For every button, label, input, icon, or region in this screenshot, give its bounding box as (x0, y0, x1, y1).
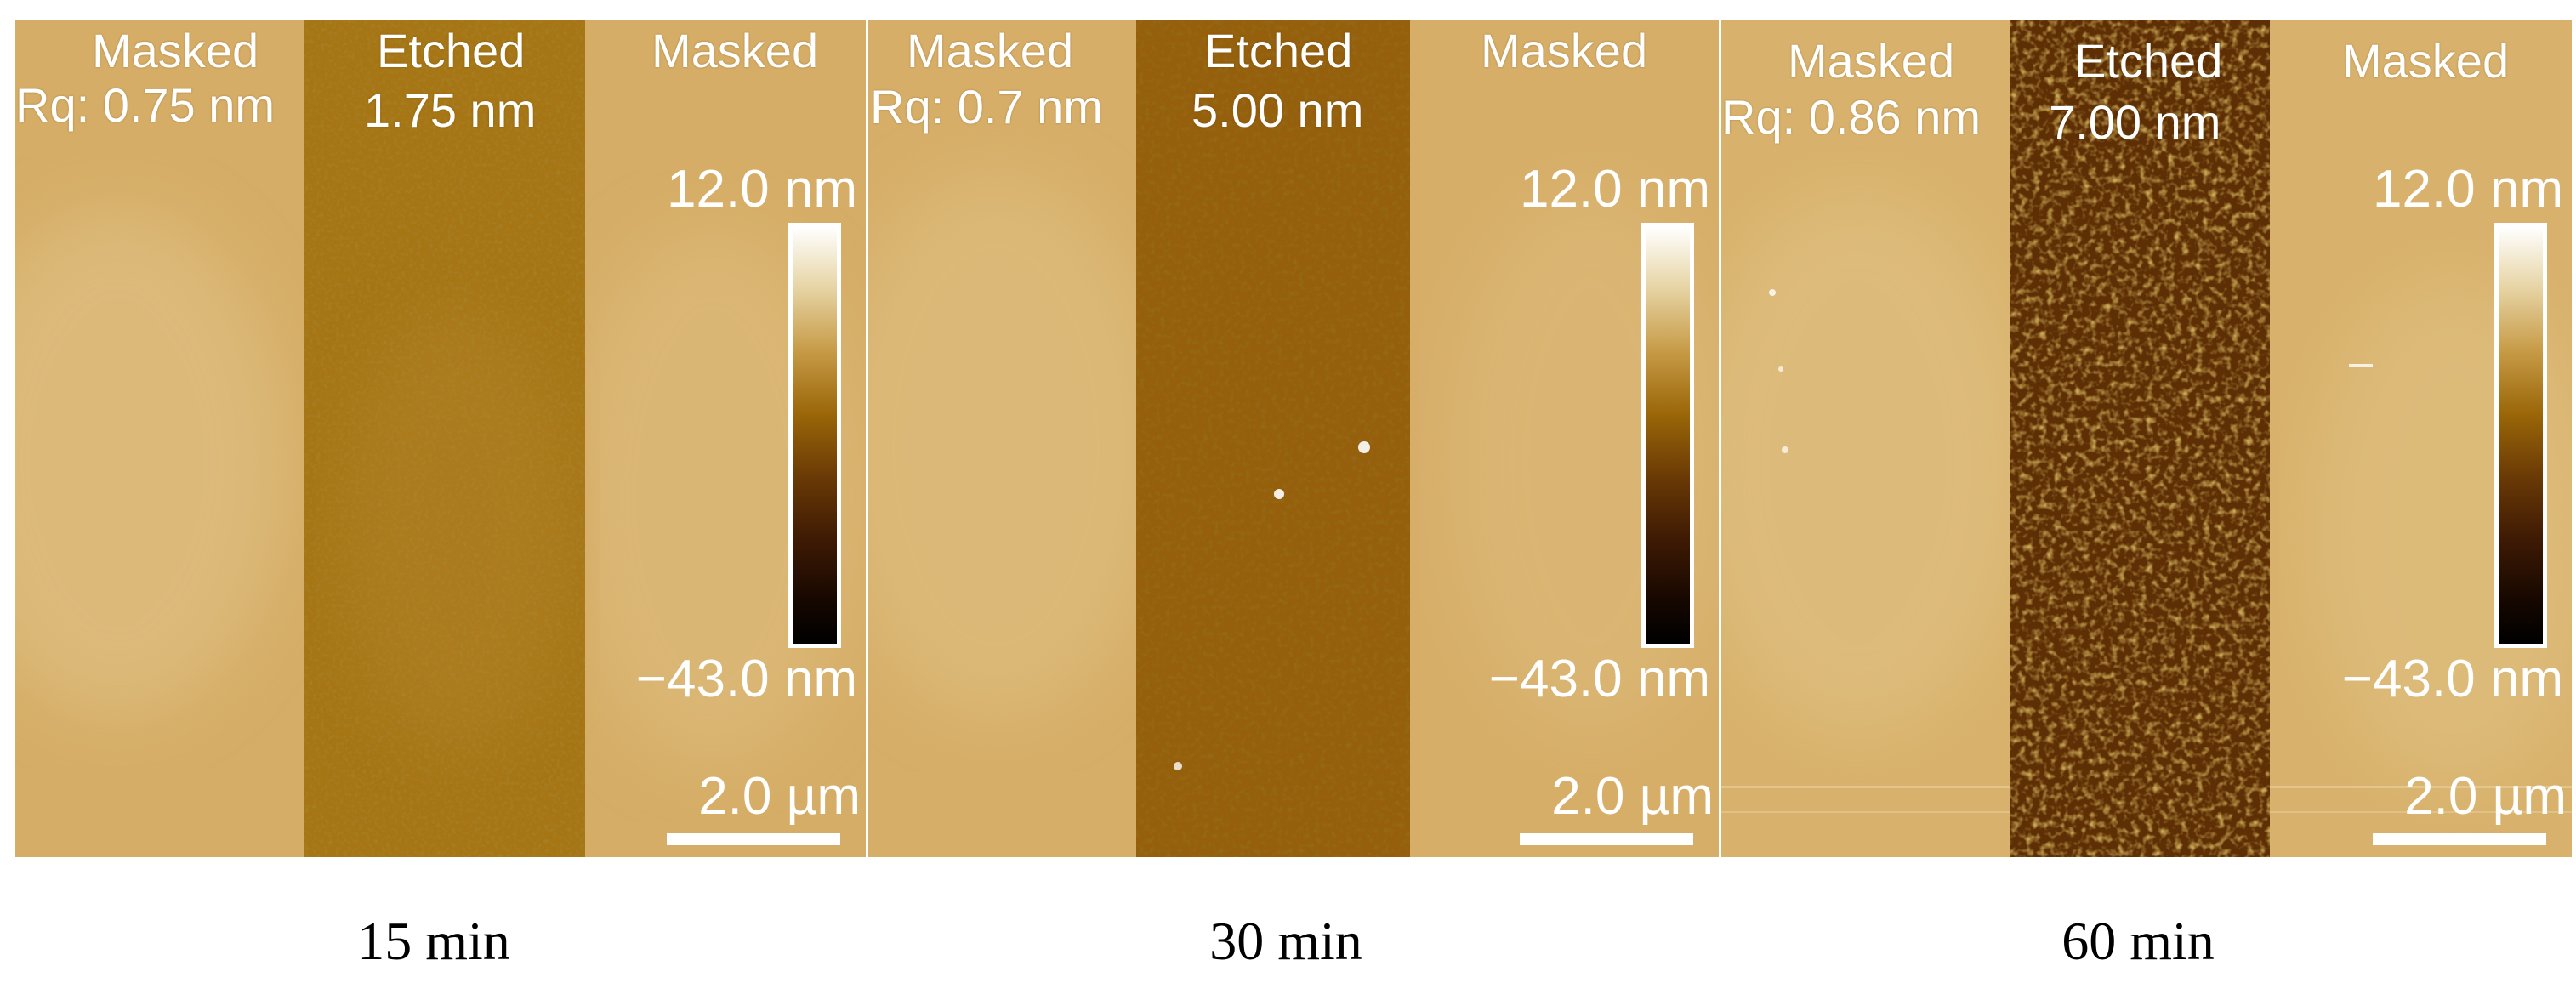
afm-panel-60min: Masked Rq: 0.86 nm Etched 7.00 nm Masked… (1721, 20, 2572, 857)
colorbar-min-label: −43.0 nm (2341, 650, 2563, 708)
region-label-etched: Etched (377, 24, 526, 77)
region-label-masked-right: Masked (1481, 24, 1648, 77)
region-label-etched: Etched (1204, 24, 1353, 77)
region-label-masked-left: Masked (907, 24, 1074, 77)
caption-30min: 30 min (1209, 911, 1362, 971)
scalebar (2373, 833, 2546, 845)
afm-panel-15min: Masked Rq: 0.75 nm Etched 1.75 nm Masked… (15, 20, 866, 857)
colorbar (788, 223, 841, 648)
colorbar-max-label: 12.0 nm (2372, 160, 2563, 219)
scalebar (1520, 833, 1693, 845)
region-label-masked-left: Masked (92, 24, 259, 77)
scalebar-label: 2.0 µm (1551, 767, 1714, 826)
afm-panel-30min: Masked Rq: 0.7 nm Etched 5.00 nm Masked … (868, 20, 1719, 857)
etch-depth-value: 7.00 nm (2049, 95, 2221, 149)
colorbar (1641, 223, 1694, 648)
colorbar-min-label: −43.0 nm (1488, 650, 1710, 708)
rq-value: Rq: 0.75 nm (15, 78, 276, 132)
afm-height-image (15, 20, 866, 857)
region-label-etched: Etched (2074, 34, 2223, 88)
caption-15min: 15 min (357, 911, 510, 971)
scalebar-label: 2.0 µm (2404, 767, 2567, 826)
region-label-masked-right: Masked (2342, 34, 2510, 88)
colorbar (2494, 223, 2547, 648)
scalebar-label: 2.0 µm (698, 767, 861, 826)
colorbar-min-label: −43.0 nm (635, 650, 857, 708)
afm-height-image (1721, 20, 2572, 857)
colorbar-max-label: 12.0 nm (1519, 160, 1710, 219)
afm-height-image (868, 20, 1719, 857)
rq-value: Rq: 0.86 nm (1721, 90, 1982, 144)
etch-depth-value: 1.75 nm (364, 83, 537, 137)
scalebar (667, 833, 840, 845)
colorbar-max-label: 12.0 nm (666, 160, 857, 219)
region-label-masked-left: Masked (1788, 34, 1955, 88)
etch-depth-value: 5.00 nm (1191, 83, 1364, 137)
caption-60min: 60 min (2061, 911, 2215, 971)
region-label-masked-right: Masked (651, 24, 819, 77)
rq-value: Rq: 0.7 nm (870, 80, 1103, 134)
